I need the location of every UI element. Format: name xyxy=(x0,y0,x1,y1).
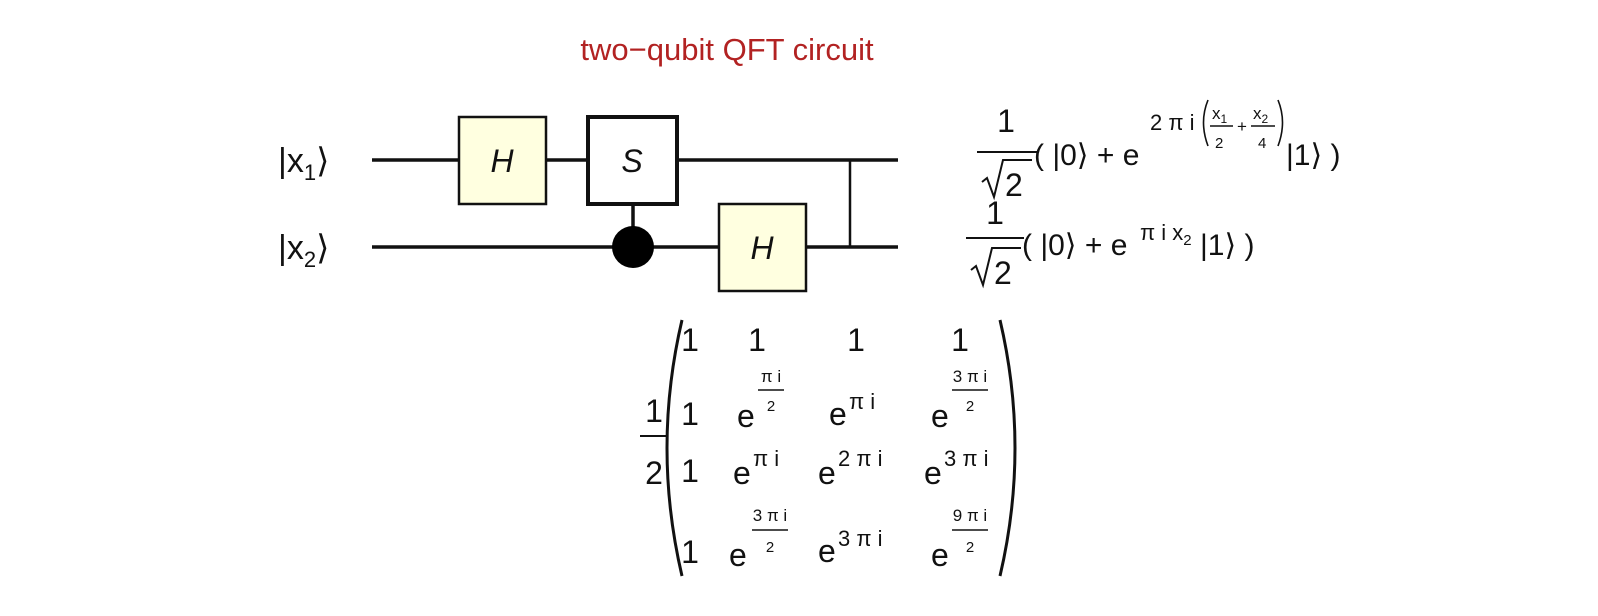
svg-text:2: 2 xyxy=(766,539,774,556)
diagram-title: two−qubit QFT circuit xyxy=(580,32,874,67)
svg-text:1: 1 xyxy=(997,103,1015,139)
svg-text:( |0⟩ + e: ( |0⟩ + e xyxy=(1022,229,1127,262)
svg-text:π i: π i xyxy=(753,446,779,471)
svg-text:1: 1 xyxy=(986,195,1004,231)
output-state-q1: 1 2 ( |0⟩ + e 2 π i x1 2 + x2 4 |1⟩ ) xyxy=(977,99,1341,203)
svg-text:+: + xyxy=(1237,117,1247,136)
matrix-cell: e 9 π i 2 xyxy=(931,506,988,573)
svg-text:e: e xyxy=(737,398,755,434)
matrix-cell: e 3 π i xyxy=(818,526,883,569)
svg-text:2: 2 xyxy=(966,539,974,556)
svg-text:2: 2 xyxy=(1215,135,1223,152)
svg-text:3 π i: 3 π i xyxy=(953,367,987,386)
matrix-cell: e 3 π i 2 xyxy=(729,506,788,573)
s-gate: S xyxy=(586,115,679,206)
svg-text:e: e xyxy=(924,455,942,491)
output-state-q2: 1 2 ( |0⟩ + e π i x2 |1⟩ ) xyxy=(966,195,1255,291)
hadamard-gate-q1: H xyxy=(457,115,548,206)
hadamard-gate-q2: H xyxy=(717,202,808,293)
svg-text:x2: x2 xyxy=(1253,104,1269,126)
svg-text:2 π i: 2 π i xyxy=(838,446,883,471)
svg-text:3 π i: 3 π i xyxy=(753,506,787,525)
svg-text:( |0⟩ + e: ( |0⟩ + e xyxy=(1034,139,1139,172)
matrix-cell: 1 xyxy=(681,322,699,358)
svg-text:π i: π i xyxy=(849,389,875,414)
svg-text:3 π i: 3 π i xyxy=(944,446,989,471)
qft-matrix: 1 2 1 1 1 1 1 e π i 2 e π i e 3 π i 2 1 xyxy=(640,319,1017,577)
matrix-cell: 1 xyxy=(681,396,699,432)
matrix-cell: 1 xyxy=(847,322,865,358)
matrix-cell: 1 xyxy=(951,322,969,358)
svg-text:|1⟩ ): |1⟩ ) xyxy=(1200,229,1255,262)
matrix-cell: e π i 2 xyxy=(737,367,784,434)
svg-text:e: e xyxy=(818,455,836,491)
svg-text:9 π i: 9 π i xyxy=(953,506,987,525)
matrix-left-bracket xyxy=(665,319,684,577)
svg-text:4: 4 xyxy=(1258,135,1266,152)
svg-text:e: e xyxy=(931,537,949,573)
input-label-q1: |x1⟩ xyxy=(278,142,329,185)
svg-text:e: e xyxy=(931,398,949,434)
svg-text:π i x2: π i x2 xyxy=(1140,220,1192,249)
svg-text:S: S xyxy=(621,143,642,179)
svg-text:e: e xyxy=(829,396,847,432)
matrix-coef-num: 1 xyxy=(645,393,663,429)
matrix-cell: 1 xyxy=(681,534,699,570)
svg-text:H: H xyxy=(750,230,774,266)
matrix-right-bracket xyxy=(998,319,1017,577)
svg-text:2: 2 xyxy=(994,255,1012,291)
svg-text:|1⟩ ): |1⟩ ) xyxy=(1286,139,1341,172)
matrix-cell: e 2 π i xyxy=(818,446,883,491)
svg-text:H: H xyxy=(490,143,514,179)
control-dot xyxy=(612,226,654,268)
matrix-cell: e 3 π i 2 xyxy=(931,367,988,434)
svg-text:2 π i: 2 π i xyxy=(1150,110,1195,135)
matrix-cell: 1 xyxy=(748,322,766,358)
svg-text:x1: x1 xyxy=(1212,104,1228,126)
matrix-cell: 1 xyxy=(681,453,699,489)
svg-text:3 π i: 3 π i xyxy=(838,526,883,551)
svg-text:2: 2 xyxy=(966,398,974,415)
matrix-cell: e π i xyxy=(733,446,779,491)
svg-text:π i: π i xyxy=(761,367,781,386)
matrix-cell: e 3 π i xyxy=(924,446,989,491)
svg-text:|x1⟩: |x1⟩ xyxy=(278,142,329,185)
matrix-coef-den: 2 xyxy=(645,455,663,491)
svg-text:e: e xyxy=(733,455,751,491)
input-label-q2: |x2⟩ xyxy=(278,229,329,272)
svg-text:2: 2 xyxy=(1005,167,1023,203)
svg-text:2: 2 xyxy=(767,398,775,415)
svg-text:e: e xyxy=(729,537,747,573)
matrix-cell: e π i xyxy=(829,389,875,432)
svg-text:|x2⟩: |x2⟩ xyxy=(278,229,329,272)
svg-text:e: e xyxy=(818,533,836,569)
